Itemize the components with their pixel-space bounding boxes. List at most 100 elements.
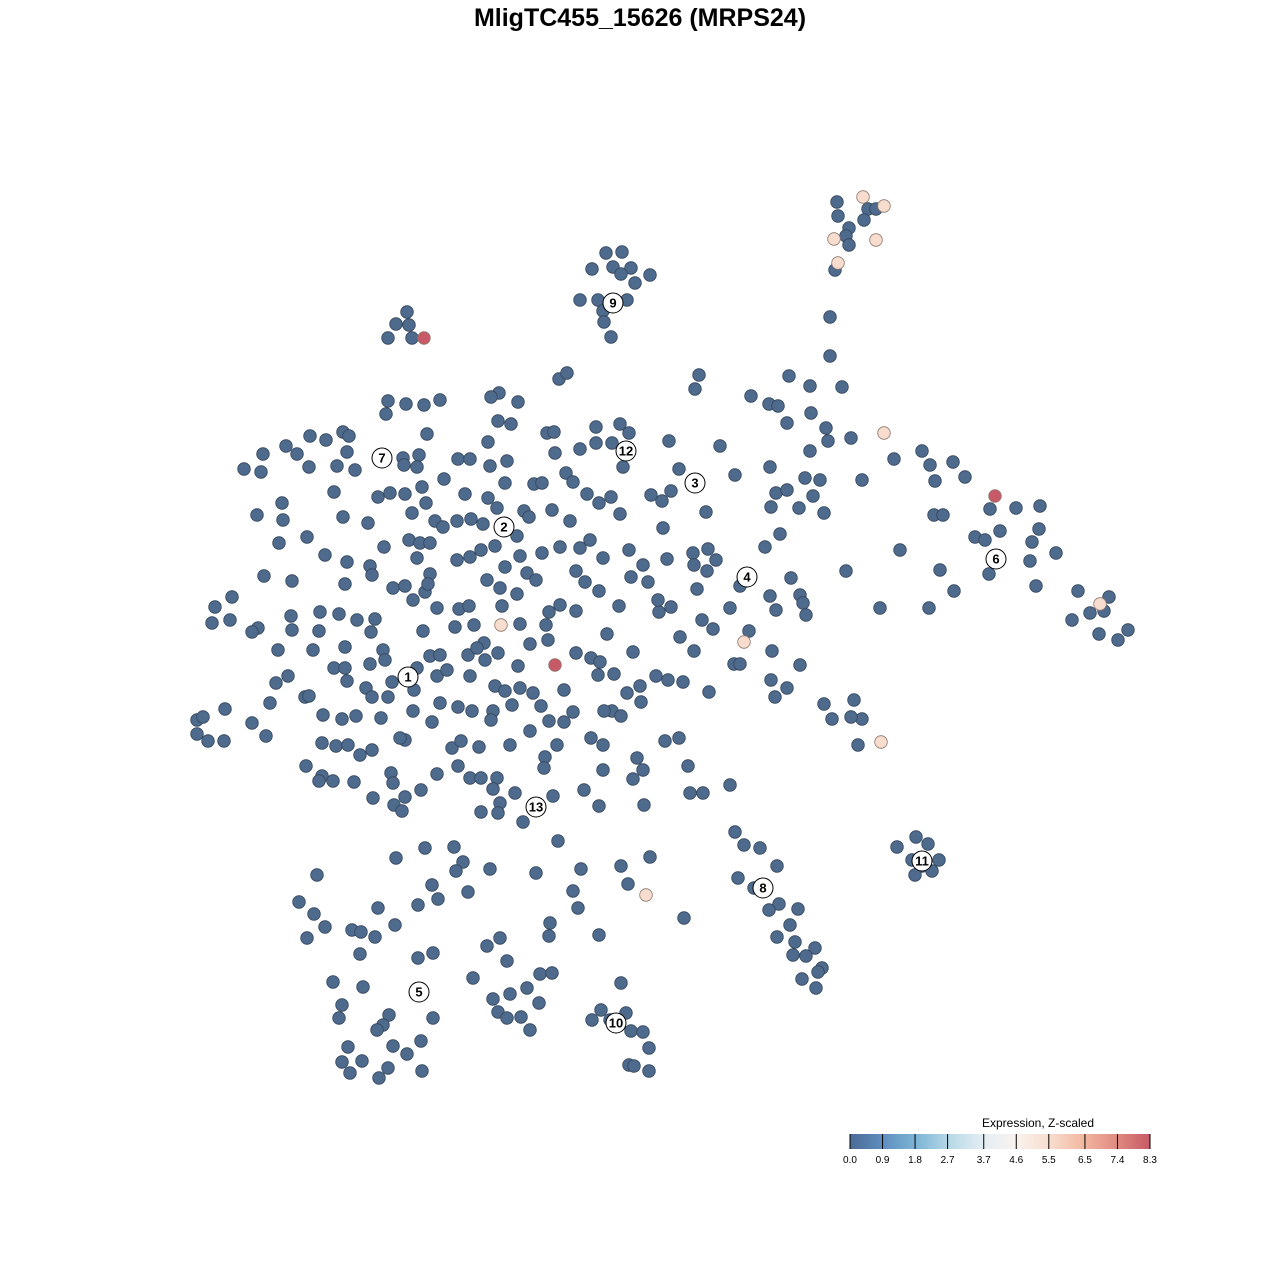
cell-point [450,514,464,528]
cell-point [543,916,557,930]
cell-point [217,734,231,748]
cell-point [831,256,845,270]
cell-point [318,920,332,934]
cell-point [636,1025,650,1039]
cell-point [614,709,628,723]
cell-point [319,433,333,447]
cell-point [546,789,560,803]
cell-point [511,659,525,673]
cell-point [488,539,502,553]
cell-point [415,1064,429,1078]
cell-point [425,878,439,892]
cell-point [615,245,629,259]
cell-point [522,510,536,524]
cell-point [855,712,869,726]
cell-point [332,1011,346,1025]
cell-point [821,434,835,448]
cell-point [486,782,500,796]
cell-point [410,460,424,474]
cluster-label-text: 6 [992,552,999,567]
cell-point [381,331,395,345]
cell-point [988,489,1002,503]
cell-point [932,853,946,867]
cell-point [368,930,382,944]
cell-point [869,233,883,247]
cell-point [415,480,429,494]
cell-point [406,593,420,607]
cell-point [842,238,856,252]
cell-point [523,724,537,738]
cell-point [327,485,341,499]
cell-point [361,516,375,530]
cell-point [312,774,326,788]
cell-point [400,305,414,319]
cell-point [529,866,543,880]
cell-point [622,543,636,557]
cell-point [461,648,475,662]
cell-point [1023,554,1037,568]
cluster-label-circle [752,877,774,899]
cell-point [737,838,751,852]
cell-point [386,1039,400,1053]
cell-point [823,349,837,363]
cell-point [523,637,537,651]
cell-point [431,892,445,906]
cell-point [381,1061,395,1075]
cell-point [208,600,222,614]
cell-point [275,496,289,510]
cell-point [566,705,580,719]
cell-point [269,676,283,690]
cell-point [627,1059,641,1073]
cell-point [577,783,591,797]
cell-point [336,510,350,524]
cell-point [591,668,605,682]
cell-point [681,759,695,773]
cell-point [307,907,321,921]
cluster-label-10: 10 [605,1012,627,1034]
cell-point [626,645,640,659]
cell-point [341,1040,355,1054]
cell-point [505,698,519,712]
cell-point [737,635,751,649]
cluster-label-text: 1 [404,670,411,685]
cell-point [1093,597,1107,611]
cell-point [709,553,723,567]
cell-point [573,293,587,307]
cell-point [400,1047,414,1061]
cell-point [430,767,444,781]
cell-point [514,1010,528,1024]
cell-point [281,669,295,683]
cell-point [563,514,577,528]
cell-point [414,783,428,797]
cell-point [365,743,379,757]
cell-point [831,209,845,223]
cell-point [851,738,865,752]
cell-point [753,841,767,855]
cell-point [933,563,947,577]
cell-point [534,699,548,713]
cluster-label-text: 9 [609,296,616,311]
cell-point [574,862,588,876]
cluster-label-6: 6 [985,548,1007,570]
cell-point [922,601,936,615]
cell-point [744,389,758,403]
cell-point [335,1055,349,1069]
cell-point [921,837,935,851]
cell-point [580,487,594,501]
cell-point [672,462,686,476]
cell-point [541,633,555,647]
cell-point [723,601,737,615]
cell-point [662,434,676,448]
cell-point [877,426,891,440]
cell-point [607,667,621,681]
cell-point [389,317,403,331]
cell-point [292,895,306,909]
legend-title: Expression, Z-scaled [982,1116,1094,1130]
cell-point [796,596,810,610]
cell-point [257,569,271,583]
cell-point [723,778,737,792]
cell-point [673,630,687,644]
cell-point [491,414,505,428]
cell-point [731,871,745,885]
cell-point [639,888,653,902]
